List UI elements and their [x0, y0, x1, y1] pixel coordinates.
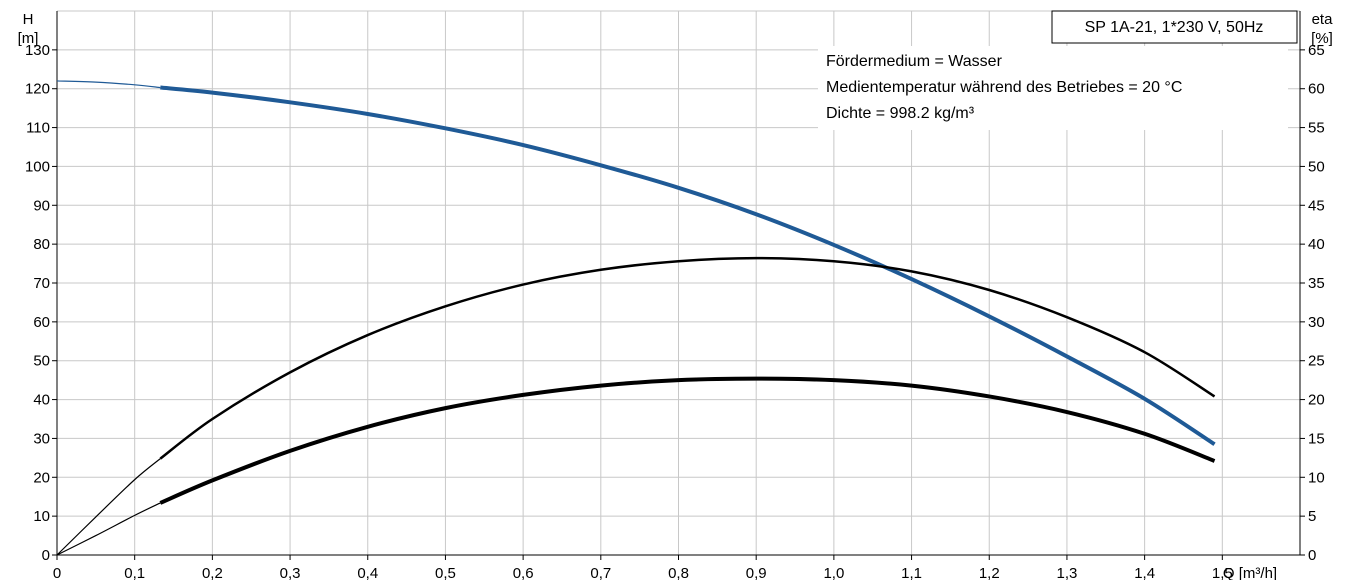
x-tick-label: 1,1 [901, 565, 922, 580]
chart-series [56, 80, 1216, 556]
x-tick-label: 1,2 [979, 565, 1000, 580]
x-axis-label: Q [m³/h] [1223, 565, 1277, 580]
y-axis-right-label-line1: eta [1312, 11, 1334, 28]
y-left-tick-label: 40 [33, 392, 50, 409]
x-tick-label: 0,9 [746, 565, 767, 580]
efficiency-curve-lower-extension [56, 502, 161, 556]
x-tick-label: 1,3 [1057, 565, 1078, 580]
info-panel [818, 46, 1288, 130]
y-right-tick-label: 20 [1308, 392, 1325, 409]
y-right-tick-label: 35 [1308, 275, 1325, 292]
axis-ticks: 0 0,1 0,2 0,3 0,4 0,5 0,6 0,7 0,8 0,9 1,0 1,1 1,2 1,3… [25, 42, 1325, 582]
y-left-tick-label: 130 [25, 42, 50, 59]
y-left-tick-label: 120 [25, 81, 50, 98]
y-left-tick-label: 10 [33, 508, 50, 525]
info-line-density: Dichte = 998.2 kg/m³ [826, 105, 975, 122]
y-right-tick-label: 45 [1308, 197, 1325, 214]
y-right-tick-label: 30 [1308, 314, 1325, 331]
y-right-tick-label: 0 [1308, 547, 1316, 564]
y-left-tick-label: 30 [33, 430, 50, 447]
x-tick-label: 1,5 [1212, 565, 1233, 580]
efficiency-curve-lower [159, 376, 1216, 505]
x-tick-label: 0,7 [590, 565, 611, 580]
y-left-tick-label: 90 [33, 197, 50, 214]
y-right-tick-label: 40 [1308, 236, 1325, 253]
x-tick-label: 0,2 [202, 565, 223, 580]
y-axis-right-label-line2: [%] [1311, 30, 1333, 47]
head-curve-extension [56, 80, 161, 89]
y-left-tick-label: 50 [33, 353, 50, 370]
efficiency-curve-upper [159, 256, 1216, 460]
y-left-tick-label: 80 [33, 236, 50, 253]
y-left-tick-label: 60 [33, 314, 50, 331]
head-curve [160, 85, 1216, 446]
x-tick-label: 1,0 [823, 565, 844, 580]
x-tick-label: 0,5 [435, 565, 456, 580]
title-box [1051, 10, 1298, 44]
y-right-tick-label: 5 [1308, 508, 1316, 525]
y-right-tick-label: 10 [1308, 469, 1325, 486]
efficiency-curve-upper-extension [56, 458, 161, 556]
x-tick-label: 0,8 [668, 565, 689, 580]
y-left-tick-label: 0 [42, 547, 50, 564]
y-right-tick-label: 25 [1308, 353, 1325, 370]
chart-title: SP 1A-21, 1*230 V, 50Hz [1085, 19, 1264, 36]
y-left-tick-label: 20 [33, 469, 50, 486]
info-line-medium: Fördermedium = Wasser [826, 53, 1003, 70]
y-right-tick-label: 60 [1308, 81, 1325, 98]
x-tick-label: 0 [53, 565, 61, 580]
x-tick-label: 1,4 [1134, 565, 1155, 580]
y-right-tick-label: 55 [1308, 120, 1325, 137]
y-right-tick-label: 65 [1308, 42, 1325, 59]
y-left-tick-label: 100 [25, 158, 50, 175]
x-tick-label: 0,1 [124, 565, 145, 580]
x-tick-label: 0,6 [513, 565, 534, 580]
y-axis-left-label-line2: [m] [18, 30, 39, 47]
y-right-tick-label: 50 [1308, 158, 1325, 175]
x-tick-label: 0,4 [357, 565, 378, 580]
y-axis-left-label-line1: H [23, 11, 34, 28]
y-left-tick-label: 110 [26, 120, 50, 137]
x-tick-label: 0,3 [280, 565, 301, 580]
y-left-tick-label: 70 [33, 275, 50, 292]
y-right-tick-label: 15 [1308, 430, 1325, 447]
info-line-temperature: Medientemperatur während des Betriebes =… [826, 79, 1182, 96]
